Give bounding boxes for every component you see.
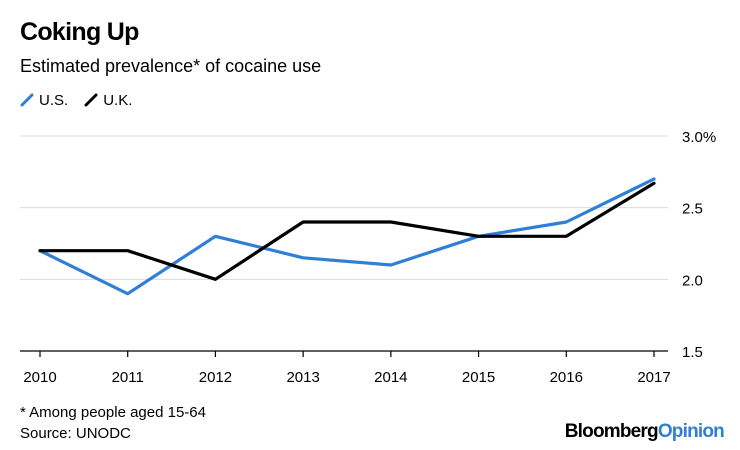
x-tick-label-2017: 2017 xyxy=(637,369,670,386)
legend-swatch-uk-icon xyxy=(84,93,98,107)
x-tick-label-2011: 2011 xyxy=(112,369,144,386)
series-line-uk xyxy=(38,181,656,281)
x-tick-label-2016: 2016 xyxy=(550,369,583,386)
y-tick-label-2.5: 2.5 xyxy=(682,201,703,218)
source-note: Source: UNODC xyxy=(20,425,131,442)
brand-bloomberg: Bloomberg xyxy=(564,421,659,442)
y-tick-label-3: 3.0% xyxy=(682,129,716,146)
series-line-us xyxy=(38,177,656,296)
footnote: * Among people aged 15-64 xyxy=(20,404,206,421)
legend-swatch-us-icon xyxy=(20,93,34,107)
x-tick-label-2015: 2015 xyxy=(462,369,495,386)
x-tick-label-2010: 2010 xyxy=(23,369,56,386)
x-tick-label-2014: 2014 xyxy=(374,369,407,386)
x-tick-label-2012: 2012 xyxy=(199,369,232,386)
chart-subtitle: Estimated prevalence* of cocaine use xyxy=(20,56,322,76)
legend: U.S. U.K. xyxy=(20,91,148,109)
chart-title: Coking Up xyxy=(20,18,139,46)
brand-opinion: Opinion xyxy=(657,421,725,442)
legend-label-us: U.S. xyxy=(39,91,69,109)
y-tick-label-2: 2.0 xyxy=(682,272,703,289)
legend-label-uk: U.K. xyxy=(103,91,133,109)
brand-logo: BloombergOpinion xyxy=(564,421,725,442)
y-tick-label-1.5: 1.5 xyxy=(682,344,703,361)
x-tick-label-2013: 2013 xyxy=(286,369,319,386)
legend-item-us: U.S. xyxy=(20,93,68,108)
legend-item-uk: U.K. xyxy=(84,93,132,108)
